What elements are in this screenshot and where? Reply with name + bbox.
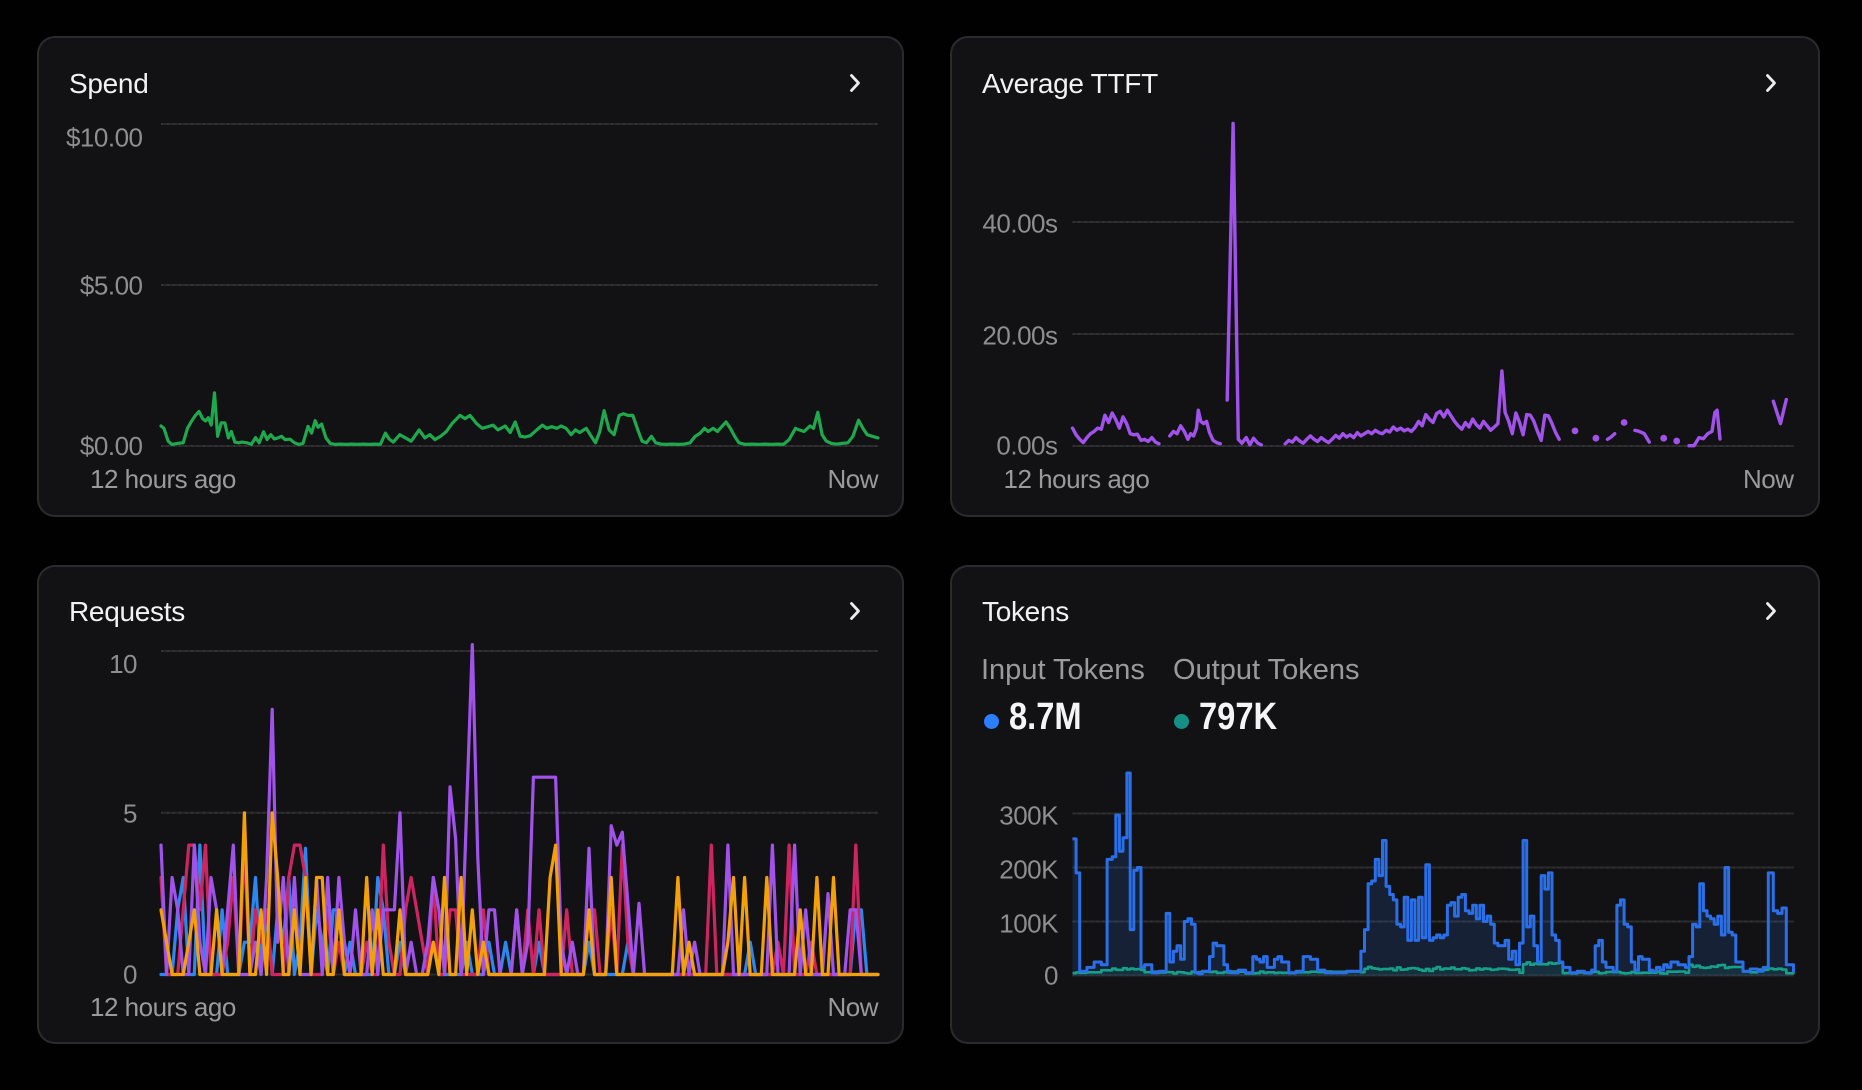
svg-text:100K: 100K (999, 909, 1059, 939)
svg-text:0.00s: 0.00s (996, 431, 1058, 461)
svg-text:20.00s: 20.00s (982, 321, 1058, 351)
svg-text:300K: 300K (999, 801, 1059, 831)
svg-text:$5.00: $5.00 (80, 271, 143, 301)
svg-text:0: 0 (1044, 961, 1058, 991)
svg-text:200K: 200K (999, 855, 1059, 885)
svg-text:12 hours ago: 12 hours ago (1004, 464, 1150, 494)
svg-text:$0.00: $0.00 (80, 431, 143, 461)
svg-text:5: 5 (123, 799, 137, 829)
svg-text:12 hours ago: 12 hours ago (90, 992, 236, 1022)
svg-text:0: 0 (123, 960, 137, 990)
svg-text:$10.00: $10.00 (66, 123, 143, 153)
svg-text:Now: Now (827, 992, 878, 1022)
svg-text:40.00s: 40.00s (982, 209, 1058, 239)
svg-text:10: 10 (109, 649, 137, 679)
svg-text:12 hours ago: 12 hours ago (90, 464, 236, 494)
svg-text:Now: Now (827, 464, 878, 494)
svg-text:Now: Now (1743, 464, 1794, 494)
